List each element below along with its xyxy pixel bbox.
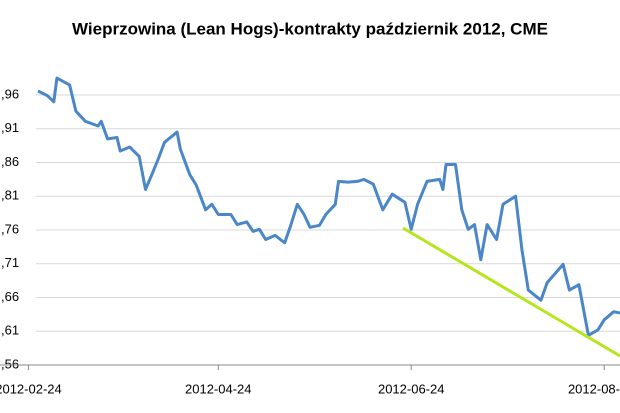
data-line: [37, 76, 620, 337]
x-tick-label: 2012-02-24: [0, 381, 62, 396]
y-tick-label: ,61: [1, 323, 19, 338]
trend-line: [402, 226, 620, 358]
x-tick-label: 2012-04-24: [185, 381, 252, 396]
y-tick-label: ,71: [1, 255, 19, 270]
y-tick-label: ,66: [1, 289, 19, 304]
y-tick-label: ,91: [1, 120, 19, 135]
y-tick-label: ,56: [1, 356, 19, 371]
x-tick-label: 2012-06-24: [378, 381, 445, 396]
y-tick-label: ,76: [1, 221, 19, 236]
y-tick-label: ,81: [1, 188, 19, 203]
x-tick-label: 2012-08-: [568, 381, 620, 396]
y-tick-label: ,86: [1, 154, 19, 169]
chart-title: Wieprzowina (Lean Hogs)-kontrakty paździ…: [72, 19, 548, 38]
y-tick-label: ,96: [1, 86, 19, 101]
